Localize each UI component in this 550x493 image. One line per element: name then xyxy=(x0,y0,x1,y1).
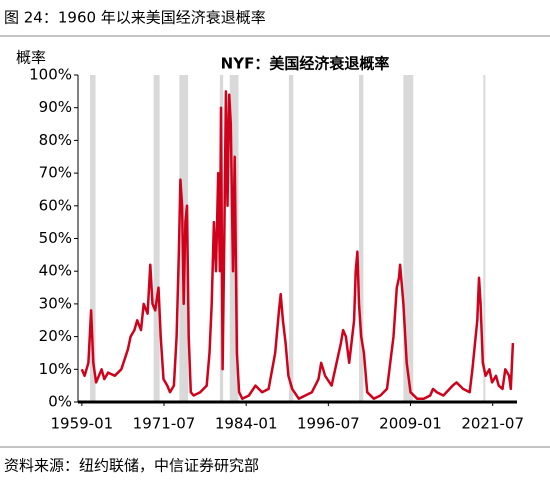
probability-line xyxy=(80,90,515,400)
y-tick-label: 30% xyxy=(39,294,72,312)
page-title: 图 24：1960 年以来美国经济衰退概率 xyxy=(4,9,266,27)
y-tick-label: 100% xyxy=(29,66,72,84)
recession-band xyxy=(359,75,364,402)
recession-band xyxy=(90,75,96,402)
y-tick-label: 10% xyxy=(39,360,72,378)
y-tick-label: 40% xyxy=(39,262,72,280)
y-tick-label: 20% xyxy=(39,327,72,345)
recession-band xyxy=(403,75,414,402)
x-tick-label: 1959-01 xyxy=(50,415,113,433)
x-tick-label: 2009-01 xyxy=(379,415,442,433)
y-tick-label: 80% xyxy=(39,131,72,149)
recession-band xyxy=(483,75,486,402)
y-axis-label: 概率 xyxy=(16,49,46,67)
x-tick-label: 1984-01 xyxy=(215,415,278,433)
chart-title: NYF：美国经济衰退概率 xyxy=(221,55,390,73)
x-tick-label: 1971-07 xyxy=(133,415,196,433)
y-tick-label: 70% xyxy=(39,164,72,182)
x-tick-label: 2021-07 xyxy=(461,415,524,433)
y-tick-label: 90% xyxy=(39,98,72,116)
plot: 0% 10% 20% 30% 40% 50% 60% 70% 80% 90% 100% 1959-01… xyxy=(29,66,524,433)
y-tick-label: 60% xyxy=(39,196,72,214)
y-tick-label: 0% xyxy=(48,393,72,411)
y-tick-label: 50% xyxy=(39,229,72,247)
recession-band xyxy=(288,75,294,402)
x-tick-label: 1996-07 xyxy=(297,415,360,433)
source-note: 资料来源：纽约联储，中信证券研究部 xyxy=(4,457,259,475)
recession-band xyxy=(153,75,160,402)
